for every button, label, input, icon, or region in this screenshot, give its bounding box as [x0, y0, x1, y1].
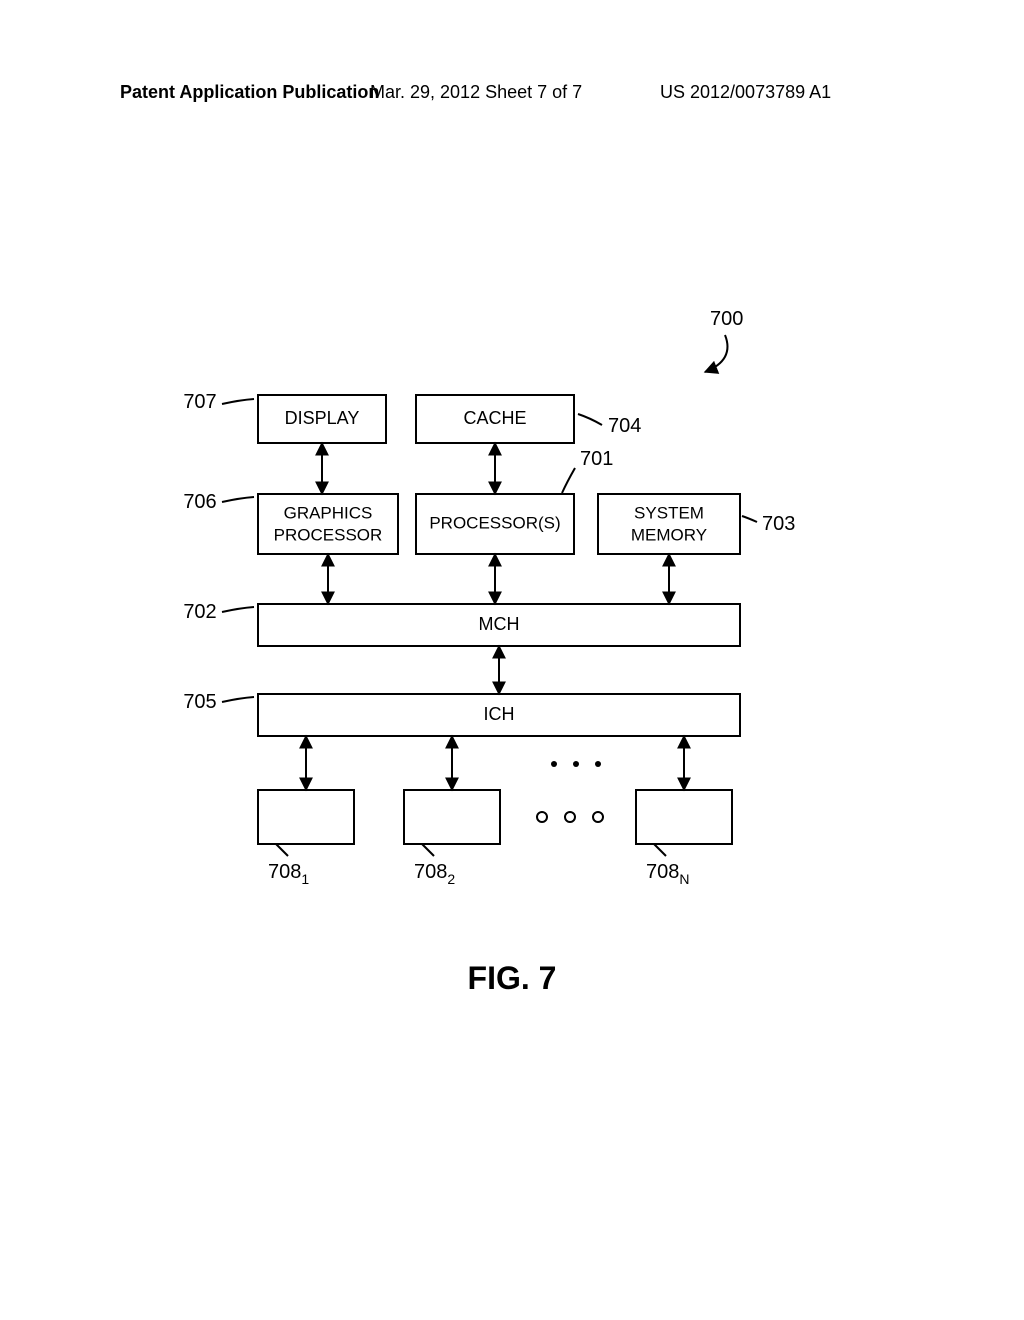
label-memory-2: MEMORY: [631, 525, 707, 544]
label-graphics-2: PROCESSOR: [274, 525, 383, 544]
ellipsis-dot: [595, 761, 601, 767]
figure-caption: FIG. 7: [0, 960, 1024, 997]
block-io-2: [404, 790, 500, 844]
ellipsis-dot: [551, 761, 557, 767]
ellipsis-circle: [537, 812, 547, 822]
label-memory-1: SYSTEM: [634, 503, 704, 522]
lead-708-n: [654, 844, 666, 856]
page: Patent Application Publication Mar. 29, …: [0, 0, 1024, 1320]
lead-708-2: [422, 844, 434, 856]
ref-707: 707: [183, 391, 216, 413]
ref-708-n: 708N: [646, 861, 690, 887]
lead-701: [562, 468, 575, 493]
ref-700: 700: [710, 308, 743, 330]
lead-702: [222, 607, 254, 612]
ref-701: 701: [580, 448, 613, 470]
ellipsis-circle: [565, 812, 575, 822]
ellipsis-circle: [593, 812, 603, 822]
ref-703: 703: [762, 513, 795, 535]
block-io-1: [258, 790, 354, 844]
label-mch: MCH: [479, 614, 520, 634]
lead-708-1: [276, 844, 288, 856]
label-ich: ICH: [484, 704, 515, 724]
block-io-n: [636, 790, 732, 844]
ref-706: 706: [183, 491, 216, 513]
label-display: DISPLAY: [285, 408, 360, 428]
ref-708-2: 7082: [414, 861, 455, 887]
ref-708-1: 7081: [268, 861, 309, 887]
label-cache: CACHE: [463, 408, 526, 428]
lead-703: [742, 516, 757, 522]
figure-diagram: 700 DISPLAY 707 CACHE 704 GRAPHICS PROCE…: [0, 0, 1024, 1100]
lead-706: [222, 497, 254, 502]
lead-707: [222, 399, 254, 404]
ref-702: 702: [183, 601, 216, 623]
ellipsis-dot: [573, 761, 579, 767]
label-processor: PROCESSOR(S): [429, 513, 560, 532]
lead-704: [578, 414, 602, 425]
ref-704: 704: [608, 415, 641, 437]
ref-705: 705: [183, 691, 216, 713]
lead-705: [222, 697, 254, 702]
lead-700-arrow: [705, 335, 728, 372]
label-graphics-1: GRAPHICS: [284, 503, 373, 522]
